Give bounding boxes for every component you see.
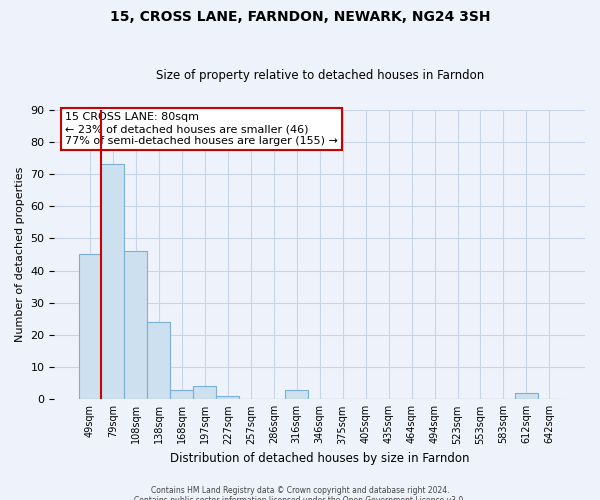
Text: Contains HM Land Registry data © Crown copyright and database right 2024.: Contains HM Land Registry data © Crown c… (151, 486, 449, 495)
Bar (148, 322, 170, 400)
X-axis label: Distribution of detached houses by size in Farndon: Distribution of detached houses by size … (170, 452, 469, 465)
Bar (170, 390, 193, 400)
Title: Size of property relative to detached houses in Farndon: Size of property relative to detached ho… (155, 69, 484, 82)
Text: Contains public sector information licensed under the Open Government Licence v3: Contains public sector information licen… (134, 496, 466, 500)
Text: 15, CROSS LANE, FARNDON, NEWARK, NG24 3SH: 15, CROSS LANE, FARNDON, NEWARK, NG24 3S… (110, 10, 490, 24)
Bar (79, 254, 101, 400)
Bar (515, 393, 538, 400)
Bar (124, 251, 148, 400)
Bar (193, 386, 217, 400)
Bar (285, 390, 308, 400)
Bar (217, 396, 239, 400)
Y-axis label: Number of detached properties: Number of detached properties (15, 166, 25, 342)
Bar (101, 164, 124, 400)
Text: 15 CROSS LANE: 80sqm
← 23% of detached houses are smaller (46)
77% of semi-detac: 15 CROSS LANE: 80sqm ← 23% of detached h… (65, 112, 338, 146)
